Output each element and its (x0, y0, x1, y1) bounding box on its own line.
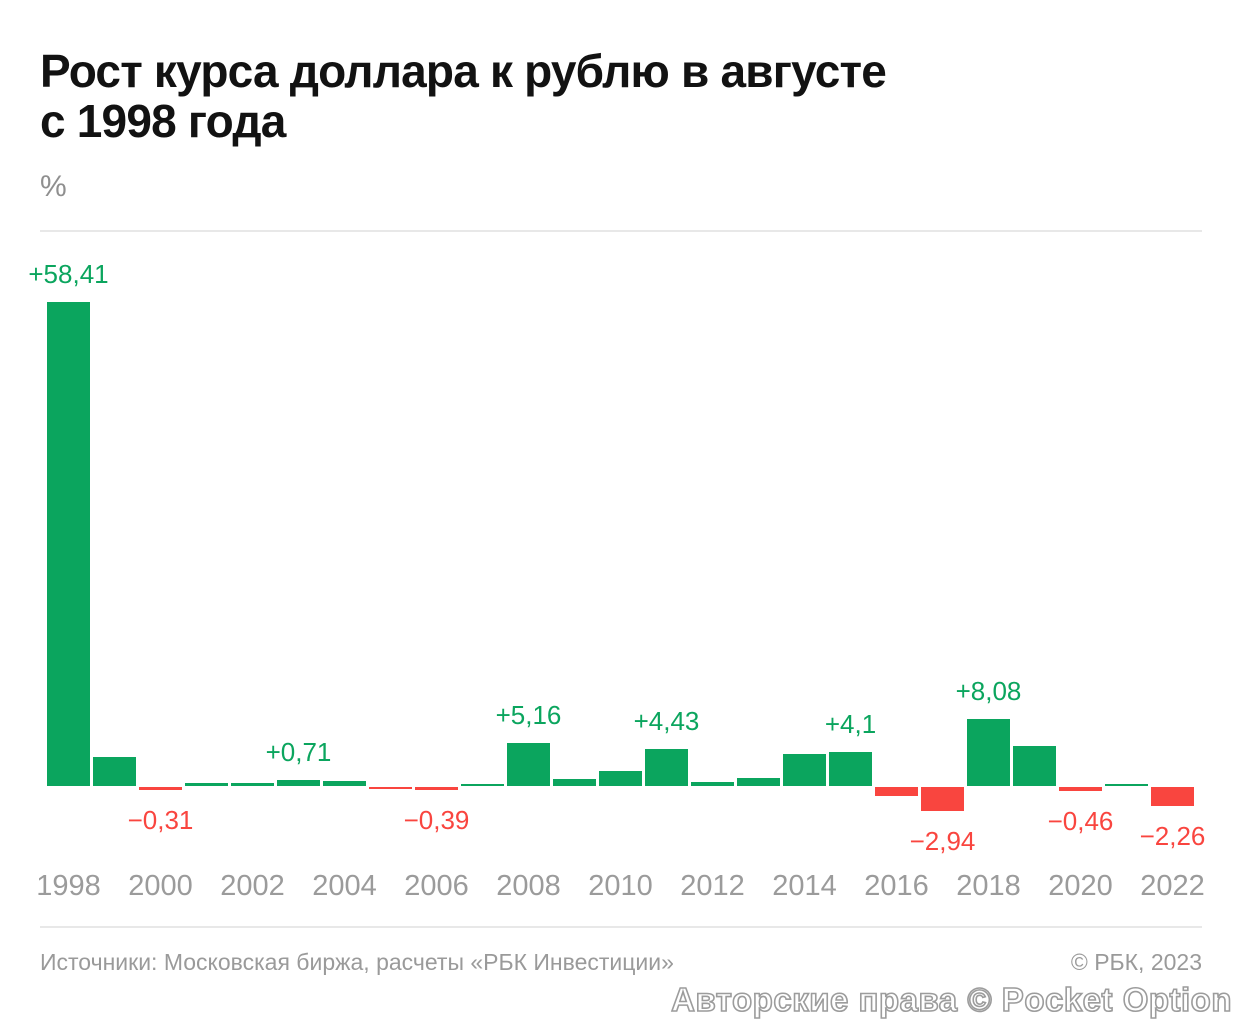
bar-2003 (277, 780, 320, 786)
x-tick-2014: 2014 (772, 870, 837, 902)
x-tick-2012: 2012 (680, 870, 745, 902)
bar-chart: +58,41 1998 −0,31 2000 2002 +0,71 2004 −0,39 200… (28, 250, 1205, 910)
bar-2000 (139, 787, 182, 790)
value-label-2020: −0,46 (1047, 805, 1114, 836)
value-label-1998: +58,41 (28, 259, 109, 289)
bar-2021 (1105, 783, 1148, 786)
bottom-divider (40, 926, 1202, 928)
bar-2014 (783, 753, 826, 786)
value-label-2022: −2,26 (1139, 820, 1206, 851)
bar-2002 (231, 783, 274, 786)
bar-2016 (875, 787, 918, 797)
value-label-2018: +8,08 (955, 676, 1022, 707)
x-tick-2020: 2020 (1048, 870, 1113, 902)
bar-2008 (507, 743, 550, 786)
bar-2001 (185, 783, 228, 786)
watermark-text: Авторские права © Pocket Option (670, 981, 1232, 1019)
bar-1999 (93, 757, 136, 786)
page-title-line2: с 1998 года (40, 95, 286, 147)
bar-2009 (553, 779, 596, 786)
sources-text: Источники: Московская биржа, расчеты «РБ… (40, 949, 674, 975)
bar-2006 (415, 787, 458, 791)
bar-2015 (829, 752, 872, 786)
value-label-2000: −0,31 (127, 804, 194, 835)
bar-2019 (1013, 746, 1056, 786)
bar-2018 (967, 719, 1010, 786)
bar-1998 (47, 302, 90, 786)
x-tick-2018: 2018 (956, 870, 1021, 902)
top-divider (40, 230, 1202, 232)
page-title: Рост курса доллара к рублю в августе с 19… (40, 46, 1020, 146)
page-title-line1: Рост курса доллара к рублю в августе (40, 45, 887, 97)
value-label-2015: +4,1 (824, 709, 877, 740)
x-tick-1998: 1998 (36, 870, 101, 902)
value-label-2011: +4,43 (633, 706, 700, 737)
bar-2007 (461, 783, 504, 786)
bar-2017 (921, 787, 964, 812)
bar-2022 (1151, 787, 1194, 806)
bar-2005 (369, 787, 412, 790)
x-tick-2006: 2006 (404, 870, 469, 902)
bar-2012 (691, 781, 734, 786)
x-tick-2022: 2022 (1140, 870, 1205, 902)
x-tick-2002: 2002 (220, 870, 285, 902)
value-label-2003: +0,71 (265, 737, 332, 768)
bar-2010 (599, 771, 642, 786)
x-tick-2008: 2008 (496, 870, 561, 902)
x-tick-2016: 2016 (864, 870, 929, 902)
bar-2004 (323, 781, 366, 786)
bar-2020 (1059, 787, 1102, 791)
y-axis-unit-label: % (40, 170, 67, 203)
copyright-text: © РБК, 2023 (1070, 949, 1202, 975)
x-tick-2010: 2010 (588, 870, 653, 902)
value-label-2006: −0,39 (403, 805, 470, 836)
bar-2011 (645, 749, 688, 786)
x-tick-2004: 2004 (312, 870, 377, 902)
bar-2013 (737, 778, 780, 786)
value-label-2017: −2,94 (909, 826, 976, 857)
x-tick-2000: 2000 (128, 870, 193, 902)
value-label-2008: +5,16 (495, 700, 562, 731)
